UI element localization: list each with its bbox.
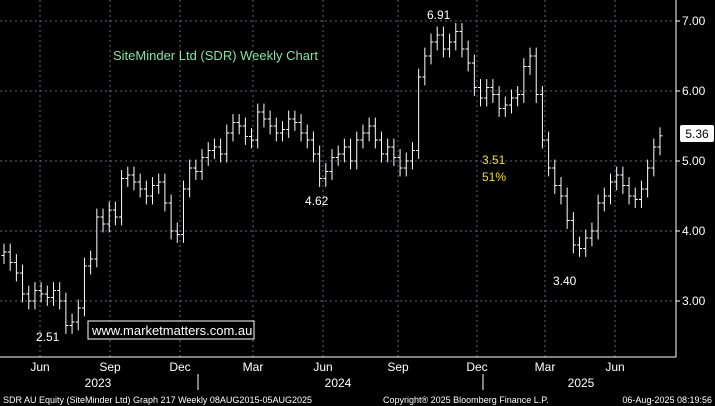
- last-price-box: [680, 125, 714, 142]
- watermark-text: www.marketmatters.com.au: [91, 323, 252, 338]
- x-axis-ticks: Jun Sep Dec Mar Jun Sep Dec Mar Jun: [30, 360, 624, 374]
- year-label: 2025: [568, 376, 595, 390]
- y-axis-ticks: 3.00 4.00 5.00 6.00 7.00: [676, 14, 706, 308]
- last-price-label: 5.36: [685, 127, 709, 141]
- y-tick-label: 7.00: [682, 14, 706, 28]
- y-tick-label: 4.00: [682, 224, 706, 238]
- chart-title: SiteMinder Ltd (SDR) Weekly Chart: [113, 48, 318, 63]
- annotation-low-2025: 3.40: [553, 274, 577, 288]
- x-tick-label: Sep: [387, 360, 409, 374]
- year-label: 2023: [85, 376, 112, 390]
- y-tick-label: 6.00: [682, 84, 706, 98]
- footer-right: 06-Aug-2025 08:19:56: [622, 395, 712, 405]
- annotation-target-pct: 51%: [482, 170, 506, 184]
- x-tick-label: Jun: [605, 360, 624, 374]
- x-tick-label: Sep: [99, 360, 121, 374]
- annotation-target: 3.51: [482, 153, 506, 167]
- x-tick-label: Jun: [313, 360, 332, 374]
- grid-lines: [0, 0, 676, 357]
- x-tick-label: Mar: [243, 360, 264, 374]
- ohlc-bars: [1, 23, 663, 334]
- x-tick-label: Dec: [169, 360, 190, 374]
- annotation-low-2023: 2.51: [36, 330, 60, 344]
- year-label: 2024: [325, 376, 352, 390]
- footer-center: Copyright® 2025 Bloomberg Finance L.P.: [383, 395, 549, 405]
- x-axis-years: 2023 2024 2025: [85, 374, 595, 390]
- y-tick-label: 3.00: [682, 294, 706, 308]
- footer-left: SDR AU Equity (SiteMinder Ltd) Graph 217…: [3, 395, 312, 405]
- annotation-high-2024: 6.91: [427, 8, 451, 22]
- watermark-box: [87, 320, 255, 340]
- annotation-low-2024: 4.62: [305, 194, 329, 208]
- x-tick-label: Dec: [466, 360, 487, 374]
- last-price-marker: 5.36: [680, 125, 714, 142]
- y-tick-label: 5.00: [682, 154, 706, 168]
- x-tick-label: Mar: [535, 360, 556, 374]
- x-tick-label: Jun: [30, 360, 49, 374]
